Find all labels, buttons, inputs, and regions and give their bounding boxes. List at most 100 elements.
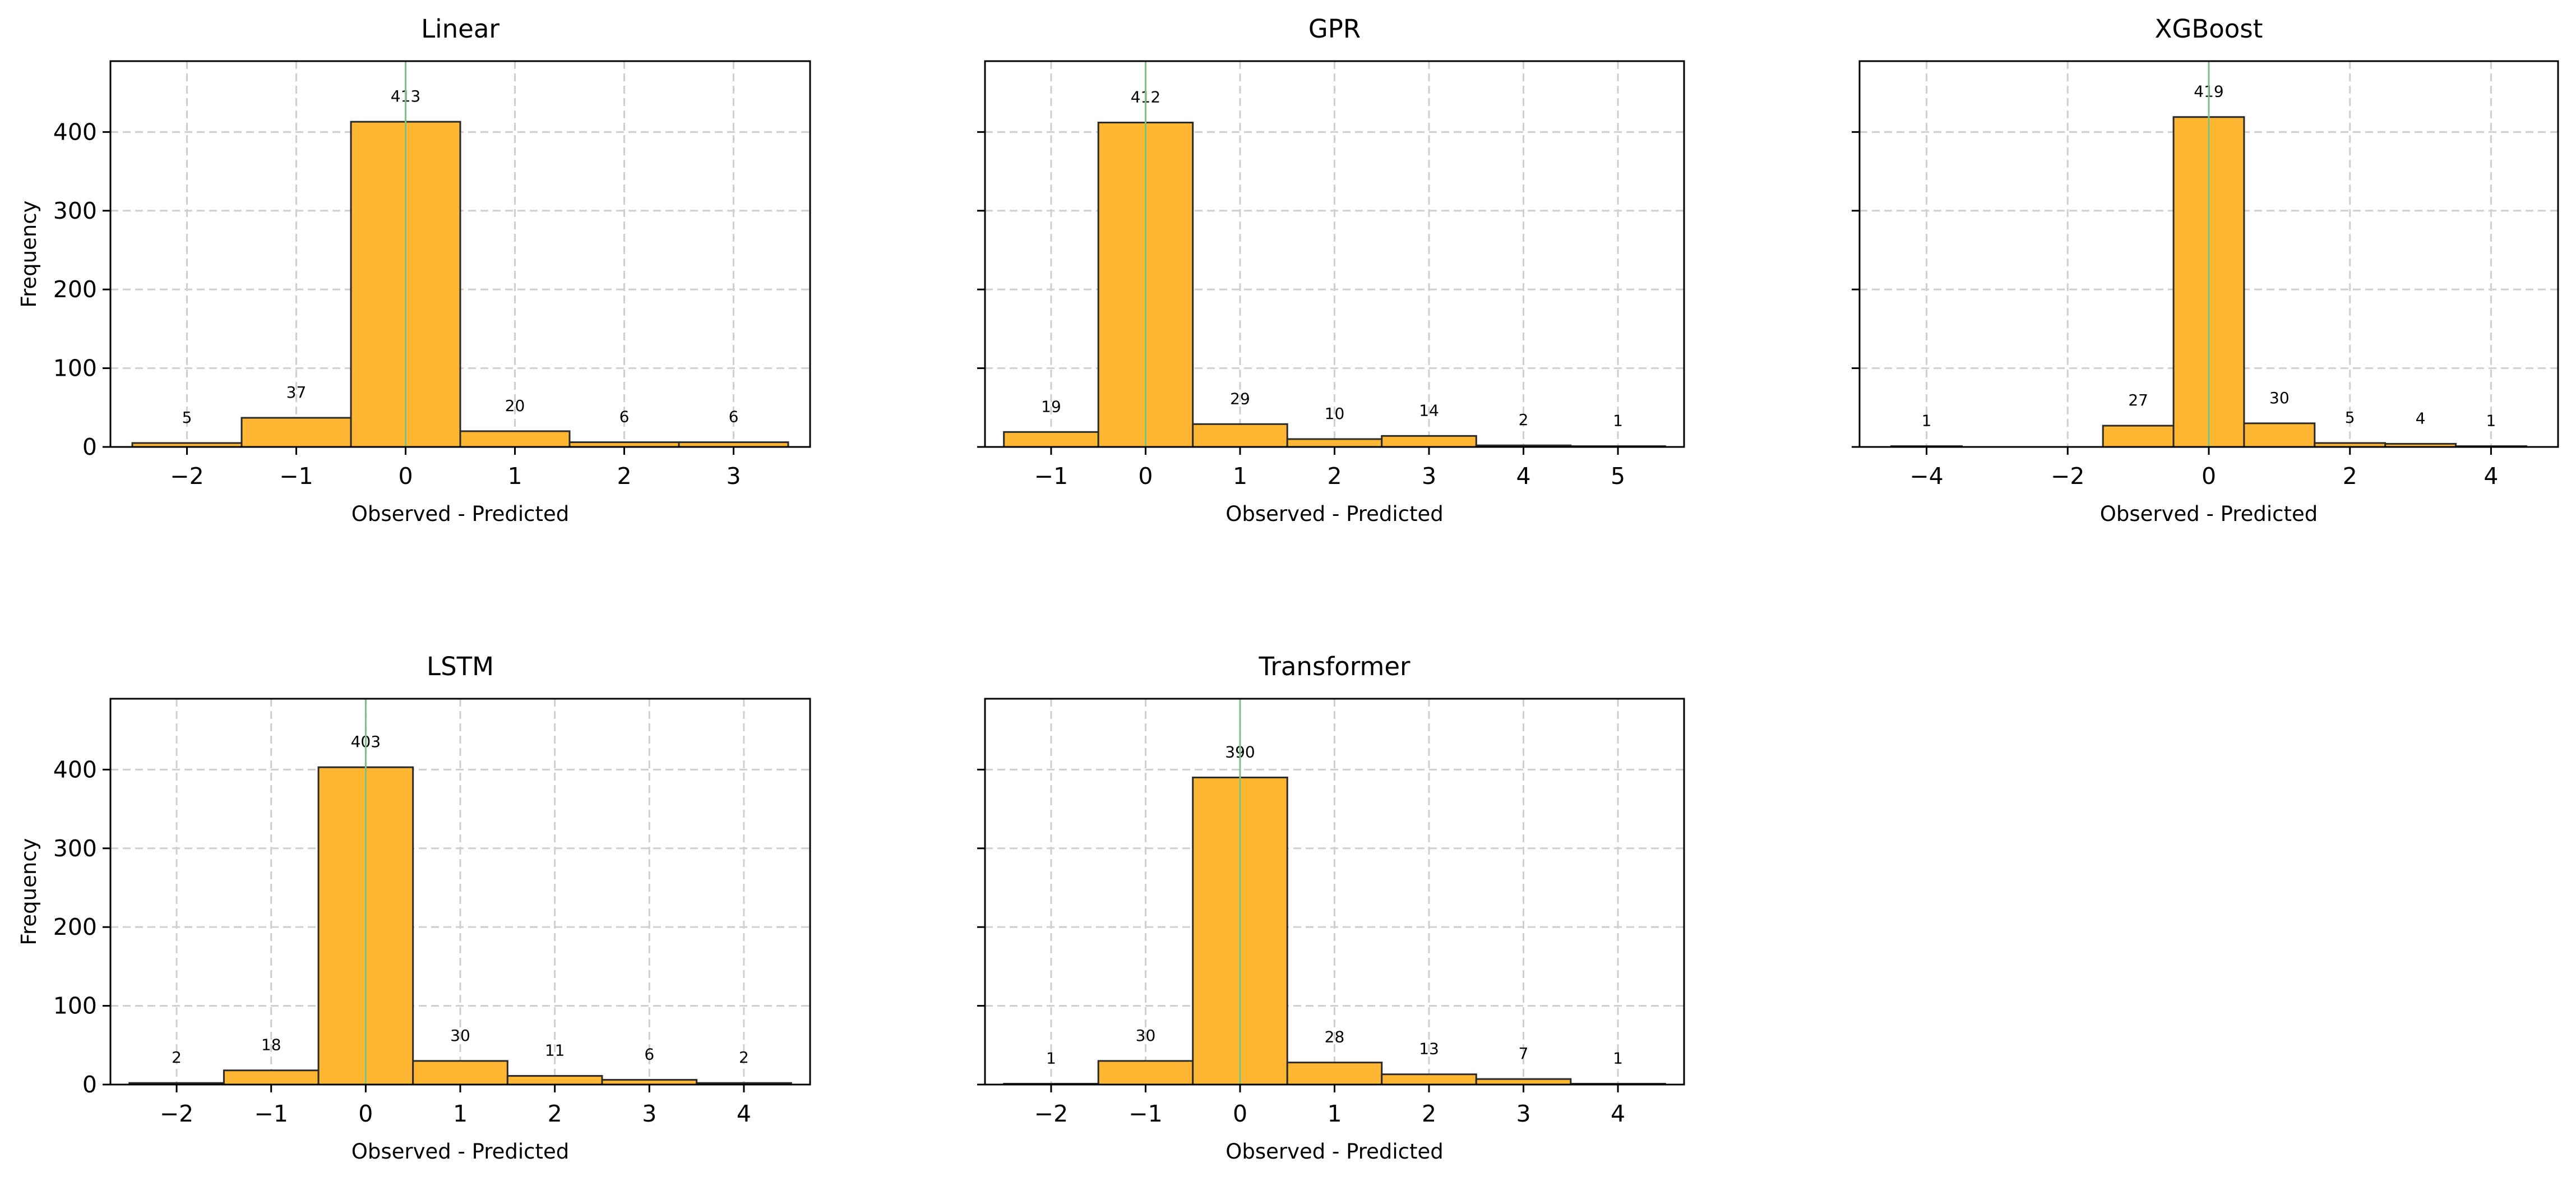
- x-tick-label: 2: [1422, 1100, 1436, 1127]
- bar-value-label: 37: [286, 383, 307, 402]
- bar-value-label: 1: [2486, 412, 2496, 430]
- x-axis-label: Observed - Predicted: [352, 502, 570, 526]
- subplot-title: Linear: [421, 14, 500, 44]
- histogram-bar: [241, 417, 352, 448]
- bar-value-label: 11: [545, 1041, 565, 1060]
- bar-value-label: 30: [1136, 1026, 1156, 1045]
- x-tick-label: 4: [737, 1100, 751, 1127]
- subplot-title: XGBoost: [2155, 14, 2263, 44]
- x-tick-label: 3: [1516, 1100, 1530, 1127]
- x-tick-label: 1: [1327, 1100, 1342, 1127]
- x-tick-label: 2: [2343, 463, 2357, 490]
- bar-value-label: 2: [1519, 410, 1529, 429]
- x-tick-label: −1: [1034, 463, 1068, 490]
- y-tick-label: 300: [53, 835, 97, 862]
- histogram-bar: [459, 430, 571, 448]
- bar-value-label: 13: [1419, 1040, 1439, 1058]
- bar-value-label: 27: [2128, 391, 2148, 409]
- y-tick-label: 100: [53, 993, 97, 1019]
- subplot-title: GPR: [1308, 14, 1361, 44]
- y-tick-label: 100: [53, 355, 97, 382]
- histogram-bar: [1286, 438, 1383, 448]
- x-tick-label: 0: [358, 1100, 373, 1127]
- x-axis-label: Observed - Predicted: [1225, 1140, 1444, 1164]
- x-tick-label: 1: [507, 463, 522, 490]
- bar-value-label: 14: [1419, 401, 1439, 419]
- x-tick-label: −1: [254, 1100, 288, 1127]
- y-tick-label: 200: [53, 914, 97, 940]
- x-tick-label: 1: [1233, 463, 1247, 490]
- x-tick-label: −4: [1909, 463, 1943, 490]
- bar-value-label: 30: [2269, 389, 2290, 407]
- x-axis-label: Observed - Predicted: [352, 1140, 570, 1164]
- bar-value-label: 5: [2345, 408, 2355, 427]
- y-tick-label: 0: [82, 1071, 97, 1098]
- y-tick-label: 0: [82, 433, 97, 460]
- x-axis-label: Observed - Predicted: [1225, 502, 1444, 526]
- x-tick-label: 4: [2483, 463, 2498, 490]
- axes-frame: [109, 60, 811, 448]
- x-tick-label: 0: [2202, 463, 2216, 490]
- bar-value-label: 28: [1325, 1028, 1345, 1046]
- x-axis-label: Observed - Predicted: [2100, 502, 2318, 526]
- x-tick-label: 3: [642, 1100, 656, 1127]
- x-tick-label: 0: [1233, 1100, 1247, 1127]
- x-tick-label: −2: [2051, 463, 2084, 490]
- x-tick-label: 0: [1138, 463, 1153, 490]
- bar-value-label: 7: [1519, 1044, 1529, 1063]
- histogram-bar: [1097, 1060, 1194, 1086]
- x-tick-label: 4: [1516, 463, 1530, 490]
- bar-value-label: 18: [261, 1036, 281, 1054]
- x-tick-label: −1: [1129, 1100, 1162, 1127]
- bar-value-label: 20: [505, 396, 525, 415]
- x-tick-label: 0: [398, 463, 413, 490]
- bar-value-label: 5: [182, 408, 192, 427]
- histogram-bar: [2102, 425, 2175, 448]
- x-tick-label: 3: [1422, 463, 1436, 490]
- y-tick-label: 400: [53, 118, 97, 145]
- bar-value-label: 6: [644, 1045, 654, 1064]
- bar-value-label: 4: [2416, 409, 2426, 427]
- x-tick-label: 4: [1611, 1100, 1625, 1127]
- bar-value-label: 1: [1613, 412, 1623, 430]
- bar-value-label: 1: [1046, 1049, 1056, 1068]
- bar-value-label: 2: [739, 1048, 749, 1067]
- histogram-bar: [1381, 435, 1477, 448]
- x-tick-label: 3: [726, 463, 741, 490]
- y-tick-label: 300: [53, 197, 97, 224]
- histogram-bar: [1003, 431, 1099, 448]
- y-tick-label: 200: [53, 276, 97, 303]
- bar-value-label: 29: [1230, 389, 1250, 408]
- histogram-bar: [223, 1069, 320, 1086]
- subplot-title: Transformer: [1258, 652, 1410, 681]
- y-axis-label: Frequency: [17, 838, 41, 945]
- histogram-bar: [1286, 1062, 1383, 1086]
- y-tick-label: 400: [53, 756, 97, 783]
- histogram-bar: [506, 1075, 603, 1086]
- bar-value-label: 6: [729, 408, 739, 426]
- bar-value-label: 6: [619, 408, 630, 426]
- x-tick-label: −1: [279, 463, 313, 490]
- x-tick-label: 2: [1327, 463, 1342, 490]
- x-tick-label: 2: [617, 463, 631, 490]
- x-tick-label: −2: [1034, 1100, 1068, 1127]
- x-tick-label: −2: [170, 463, 204, 490]
- bar-value-label: 19: [1041, 397, 1061, 416]
- x-tick-label: 1: [453, 1100, 468, 1127]
- bar-value-label: 1: [1613, 1049, 1623, 1068]
- histogram-bar: [1192, 423, 1288, 448]
- bar-value-label: 30: [450, 1026, 470, 1045]
- bar-value-label: 2: [172, 1048, 182, 1067]
- histogram-bar: [2243, 422, 2316, 448]
- bar-value-label: 1: [1922, 412, 1932, 430]
- histogram-bar: [1381, 1073, 1477, 1086]
- subplot-title: LSTM: [427, 652, 494, 681]
- x-tick-label: 5: [1611, 463, 1625, 490]
- x-tick-label: 2: [548, 1100, 562, 1127]
